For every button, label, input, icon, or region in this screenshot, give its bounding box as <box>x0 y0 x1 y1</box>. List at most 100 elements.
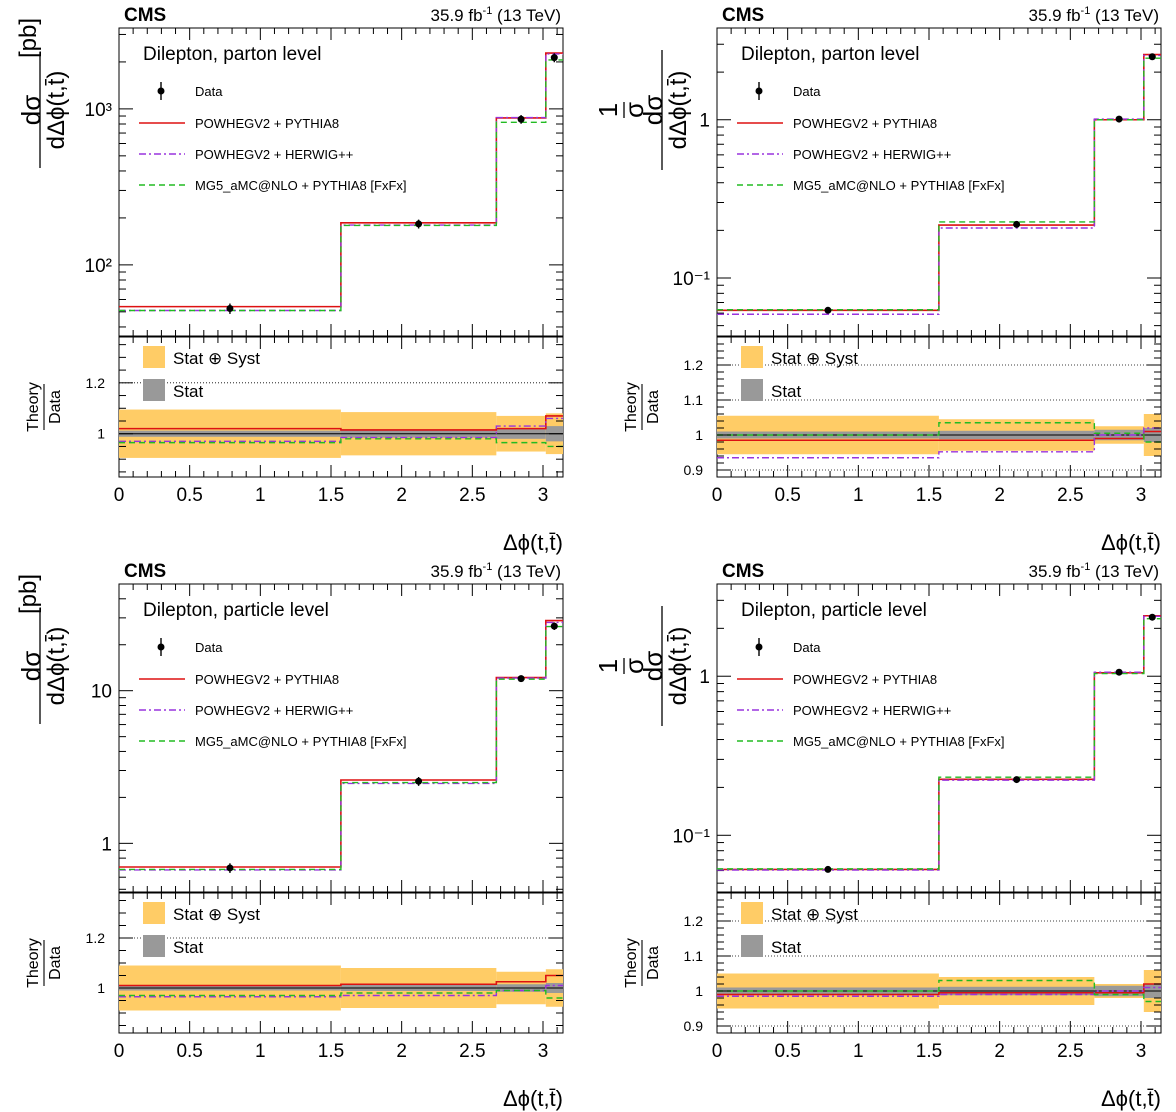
ratio-series-line-1 <box>717 427 1161 459</box>
x-tick-label: 2.5 <box>459 485 485 506</box>
legend-stat-label: Stat <box>173 938 204 957</box>
y-tick-label: 10 <box>91 682 112 703</box>
legend-stat-syst-swatch <box>143 902 165 924</box>
x-tick-label: 0.5 <box>176 1041 202 1062</box>
legend-stat-syst-label: Stat ⊕ Syst <box>173 349 260 368</box>
ratio-y-label-top: Theory <box>623 382 640 432</box>
legend-data-marker <box>157 643 165 651</box>
x-tick-label: 2 <box>396 485 407 506</box>
ratio-y-tick-label: 0.9 <box>684 462 704 478</box>
legend-label-1: POWHEGV2 + HERWIG++ <box>195 703 353 718</box>
y-axis-label-norm-denominator: σ <box>619 102 649 118</box>
x-tick-label: 0.5 <box>176 485 202 506</box>
x-tick-label: 1.5 <box>318 1041 344 1062</box>
y-axis-label-norm-numerator: 1 <box>598 103 623 117</box>
legend-data-label: Data <box>195 84 223 99</box>
x-axis-title: Δϕ(t,t̄) <box>1101 530 1161 555</box>
ratio-y-tick-label: 1.2 <box>684 913 704 929</box>
x-tick-label: 1 <box>255 1041 266 1062</box>
data-point <box>1013 776 1021 784</box>
legend-label-2: MG5_aMC@NLO + PYTHIA8 [FxFx] <box>793 178 1005 193</box>
series-line-2 <box>717 617 1161 870</box>
x-tick-label: 1.5 <box>916 485 942 506</box>
ratio-y-label-top: Theory <box>623 938 640 988</box>
legend-label-0: POWHEGV2 + PYTHIA8 <box>195 672 339 687</box>
legend-label-1: POWHEGV2 + HERWIG++ <box>195 147 353 162</box>
ratio-series-line-1 <box>119 417 563 443</box>
ratio-y-label-top: Theory <box>25 382 42 432</box>
legend-data-marker <box>755 87 763 95</box>
luminosity-label: 35.9 fb-1 (13 TeV) <box>1029 561 1159 581</box>
luminosity-label: 35.9 fb-1 (13 TeV) <box>1029 5 1159 25</box>
ratio-series-line-1 <box>119 984 563 998</box>
x-axis-title: Δϕ(t,t̄) <box>1101 1086 1161 1111</box>
y-tick-label: 1 <box>699 111 710 132</box>
data-point <box>1148 53 1156 61</box>
ratio-series-line-0 <box>119 974 563 987</box>
legend-stat-label: Stat <box>771 382 802 401</box>
main-plot-frame <box>118 27 564 337</box>
x-tick-label: 2.5 <box>459 1041 485 1062</box>
x-tick-label: 1 <box>853 485 864 506</box>
experiment-label: CMS <box>722 561 764 582</box>
x-tick-label: 1.5 <box>318 485 344 506</box>
ratio-y-tick-label: 1 <box>97 980 105 996</box>
series-line-1 <box>119 53 563 312</box>
legend-data-marker <box>157 87 165 95</box>
legend-stat-label: Stat <box>173 382 204 401</box>
luminosity-label: 35.9 fb-1 (13 TeV) <box>431 5 561 25</box>
data-point <box>226 305 234 313</box>
ratio-y-tick-label: 0.9 <box>684 1018 704 1034</box>
plot-subtitle: Dilepton, parton level <box>741 44 920 65</box>
x-tick-label: 2.5 <box>1057 485 1083 506</box>
ratio-y-label-bottom: Data <box>47 390 64 424</box>
x-tick-label: 3 <box>538 1041 549 1062</box>
legend-data-label: Data <box>793 84 821 99</box>
y-axis-label-denominator: dΔϕ(t,t̄) <box>43 71 70 150</box>
chart-panel-top-right: CMS 35.9 fb-1 (13 TeV) 10⁻¹ 1 Dilepton, part… <box>598 5 1162 555</box>
legend-stat-syst-label: Stat ⊕ Syst <box>173 905 260 924</box>
legend-stat-swatch <box>143 379 165 401</box>
ratio-y-tick-label: 1.2 <box>86 375 106 391</box>
y-axis-label-numerator: dσ <box>16 95 46 126</box>
data-point <box>550 622 558 630</box>
x-tick-label: 0 <box>712 485 723 506</box>
legend-label-2: MG5_aMC@NLO + PYTHIA8 [FxFx] <box>195 734 407 749</box>
legend-label-0: POWHEGV2 + PYTHIA8 <box>195 116 339 131</box>
y-axis-label: 1σdσdΔϕ(t,t̄) <box>598 606 692 726</box>
legend-stat-syst-swatch <box>741 346 763 368</box>
ratio-y-label-top: Theory <box>25 938 42 988</box>
legend-data-label: Data <box>195 640 223 655</box>
ratio-series-line-0 <box>119 415 563 431</box>
legend-label-0: POWHEGV2 + PYTHIA8 <box>793 672 937 687</box>
legend-stat-syst-label: Stat ⊕ Syst <box>771 905 858 924</box>
x-tick-label: 1 <box>255 485 266 506</box>
main-plot-frame <box>716 27 1162 337</box>
data-point <box>415 777 423 785</box>
ratio-y-label-bottom: Data <box>645 390 662 424</box>
legend-label-2: MG5_aMC@NLO + PYTHIA8 [FxFx] <box>793 734 1005 749</box>
y-tick-label: 10³ <box>85 100 112 121</box>
ratio-y-tick-label: 1 <box>695 983 703 999</box>
x-tick-label: 2 <box>994 485 1005 506</box>
ratio-plot-frame <box>118 336 564 478</box>
x-tick-label: 2 <box>396 1041 407 1062</box>
chart-panel-bottom-right: CMS 35.9 fb-1 (13 TeV) 10⁻¹ 1 Dilepton, part… <box>598 561 1162 1111</box>
ratio-y-tick-label: 1 <box>695 427 703 443</box>
luminosity-label: 35.9 fb-1 (13 TeV) <box>431 561 561 581</box>
ratio-y-tick-label: 1.2 <box>684 357 704 373</box>
x-tick-label: 1.5 <box>916 1041 942 1062</box>
legend-label-2: MG5_aMC@NLO + PYTHIA8 [FxFx] <box>195 178 407 193</box>
legend-stat-syst-swatch <box>143 346 165 368</box>
ratio-y-tick-label: 1.1 <box>684 948 704 964</box>
main-plot-frame <box>716 583 1162 893</box>
data-point <box>517 115 525 123</box>
ratio-y-label-bottom: Data <box>645 946 662 980</box>
series-line-2 <box>119 59 563 312</box>
legend-stat-swatch <box>741 935 763 957</box>
y-tick-label: 10² <box>85 256 112 277</box>
experiment-label: CMS <box>124 5 166 26</box>
legend-stat-syst-swatch <box>741 902 763 924</box>
